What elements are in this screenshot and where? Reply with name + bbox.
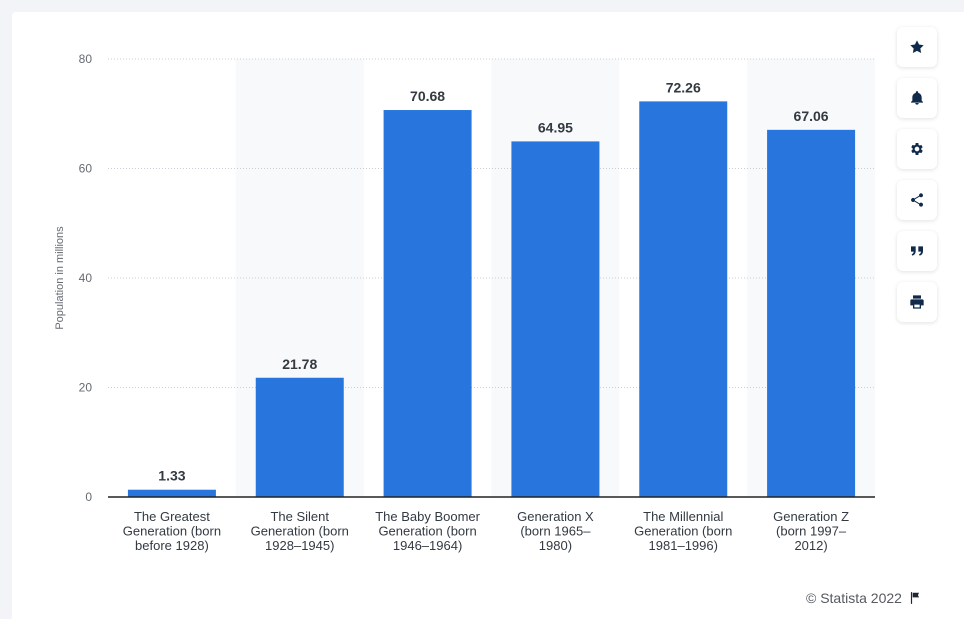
bar-value-label: 1.33 <box>158 468 185 484</box>
flag-icon <box>910 592 920 604</box>
x-tick-label: Generation X (born 1965– 1980) <box>517 509 594 553</box>
y-tick-label: 0 <box>85 490 92 504</box>
bar-value-label: 67.06 <box>794 108 829 124</box>
bar-value-label: 21.78 <box>282 356 317 372</box>
statista-credit[interactable]: © Statista 2022 <box>806 590 922 606</box>
print-button[interactable] <box>897 282 937 322</box>
notification-button[interactable] <box>897 78 937 118</box>
bar-chart: 1.33 21.78 70.68 64.95 72.26 67.06 0 20 40 60 80 P… <box>54 52 875 553</box>
y-axis-label: Population in millions <box>54 226 66 330</box>
quote-icon <box>911 246 923 256</box>
gear-icon <box>911 143 923 155</box>
toolbar <box>897 27 937 333</box>
favorite-button[interactable] <box>897 27 937 67</box>
cite-button[interactable] <box>897 231 937 271</box>
bar-value-label: 70.68 <box>410 88 445 104</box>
bar-value-label: 72.26 <box>666 79 701 95</box>
y-tick-label: 60 <box>79 162 93 176</box>
bar[interactable] <box>767 129 856 497</box>
bell-icon <box>911 91 923 105</box>
bar[interactable] <box>127 489 216 497</box>
y-tick-label: 40 <box>79 271 93 285</box>
share-icon <box>911 193 924 207</box>
bar[interactable] <box>255 377 344 497</box>
bar-value-label: 64.95 <box>538 119 573 135</box>
bar[interactable] <box>639 101 728 498</box>
chart-card: 1.33 21.78 70.68 64.95 72.26 67.06 0 20 40 60 80 P… <box>12 12 964 619</box>
credit-text: © Statista 2022 <box>806 590 902 606</box>
x-tick-label: Generation Z (born 1997– 2012) <box>773 509 849 553</box>
y-tick-label: 20 <box>79 381 93 395</box>
print-icon <box>910 295 924 309</box>
x-tick-label: The Baby Boomer Generation (born 1946–1964… <box>375 509 480 553</box>
y-tick-label: 80 <box>79 52 93 66</box>
bar[interactable] <box>511 141 600 497</box>
star-icon <box>910 40 924 53</box>
x-tick-label: The Silent Generation (born 1928–1945) <box>251 509 349 553</box>
x-tick-label: The Greatest Generation (born before 1928) <box>123 509 221 553</box>
bar[interactable] <box>383 110 472 497</box>
settings-button[interactable] <box>897 129 937 169</box>
x-tick-label: The Millennial Generation (born 1981–1996) <box>634 509 732 553</box>
share-button[interactable] <box>897 180 937 220</box>
